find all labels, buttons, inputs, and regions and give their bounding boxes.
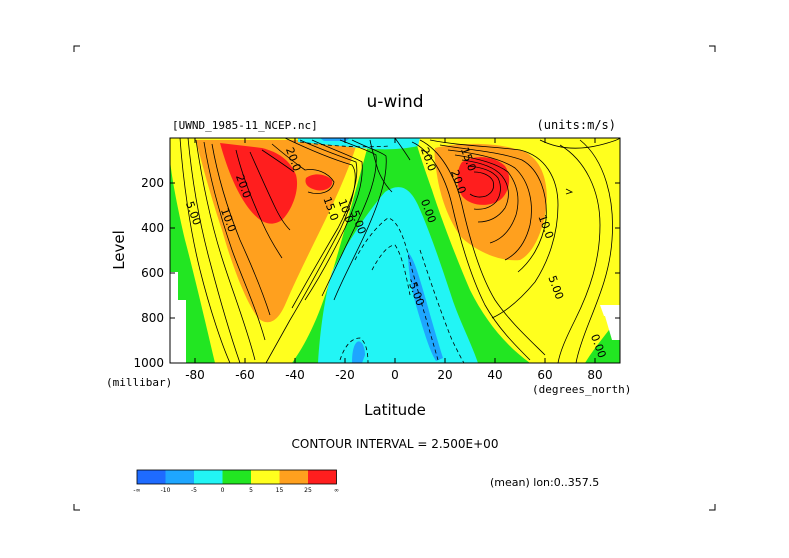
x-tick-label: -20 [335, 368, 355, 382]
units-label: (units:m/s) [537, 118, 616, 132]
y-axis-label: Level [110, 230, 128, 270]
fill-red-south-small [305, 174, 333, 191]
fill-missing-data [170, 272, 186, 363]
crop-mark-top-left [73, 45, 80, 52]
fill-blue-equator [352, 341, 365, 363]
colorbar-label: -10 [161, 487, 171, 494]
colorbar-label: -5 [191, 487, 197, 494]
colorbar-label: 5 [249, 487, 253, 494]
colorbar-label: ∞ [334, 487, 339, 494]
fill-missing-data-south-pole [600, 305, 620, 316]
x-tick-label: -60 [235, 368, 255, 382]
x-tick-label: 40 [487, 368, 502, 382]
x-tick-label: 0 [391, 368, 399, 382]
x-axis: -80 -60 -40 -20 0 20 40 60 80 [185, 138, 603, 382]
dataset-label: [UWND_1985-11_NCEP.nc] [172, 119, 318, 132]
colorbar-swatch [308, 470, 337, 484]
y-tick-label: 200 [141, 176, 164, 190]
colorbar-label: 0 [221, 487, 225, 494]
colorbar-label: 25 [304, 487, 312, 494]
colorbar-frame [136, 469, 337, 485]
y-tick-label: 800 [141, 311, 164, 325]
y-axis: 200 400 600 800 1000 [133, 176, 620, 370]
crop-marks [73, 45, 716, 511]
x-tick-label: -80 [185, 368, 205, 382]
x-tick-label: 80 [587, 368, 602, 382]
fill-red-north [457, 157, 510, 205]
contour-interval-text: CONTOUR INTERVAL = 2.500E+00 [292, 437, 499, 451]
x-tick-label: 20 [437, 368, 452, 382]
fill-cyan-tropics [318, 187, 478, 363]
x-tick-label: -40 [285, 368, 305, 382]
colorbar: -∞ -10 -5 0 5 15 25 ∞ [133, 469, 339, 494]
x-tick-label: 60 [537, 368, 552, 382]
crop-mark-bottom-left [73, 504, 80, 511]
colorbar-swatch [251, 470, 280, 484]
crop-mark-bottom-right [709, 504, 716, 511]
contour-lines [179, 138, 620, 363]
contour-lines-dashed [299, 141, 465, 363]
y-tick-label: 400 [141, 221, 164, 235]
colorbar-label: 15 [276, 487, 284, 494]
mean-longitude-text: (mean) lon:0..357.5 [490, 476, 599, 489]
colorbar-swatch [165, 470, 194, 484]
y-axis-units: (millibar) [106, 376, 172, 389]
chart-title: u-wind [366, 92, 423, 112]
colorbar-swatch [222, 470, 251, 484]
fill-missing-data-north-edge [605, 316, 620, 340]
plot-area: 20.05.00 10.020.020.015.010.05.00 0.00-5.0… [170, 138, 620, 363]
x-axis-label: Latitude [364, 401, 426, 419]
crop-mark-top-right [709, 45, 716, 52]
y-tick-label: 600 [141, 266, 164, 280]
fill-blue-tropics [408, 252, 443, 361]
x-axis-units: (degrees_north) [532, 383, 631, 396]
colorbar-label: -∞ [133, 487, 140, 494]
colorbar-swatch [194, 470, 223, 484]
y-tick-label: 1000 [133, 356, 164, 370]
fill-blue-stratosphere [320, 138, 350, 141]
colorbar-swatch [137, 470, 166, 484]
colorbar-swatch [279, 470, 308, 484]
